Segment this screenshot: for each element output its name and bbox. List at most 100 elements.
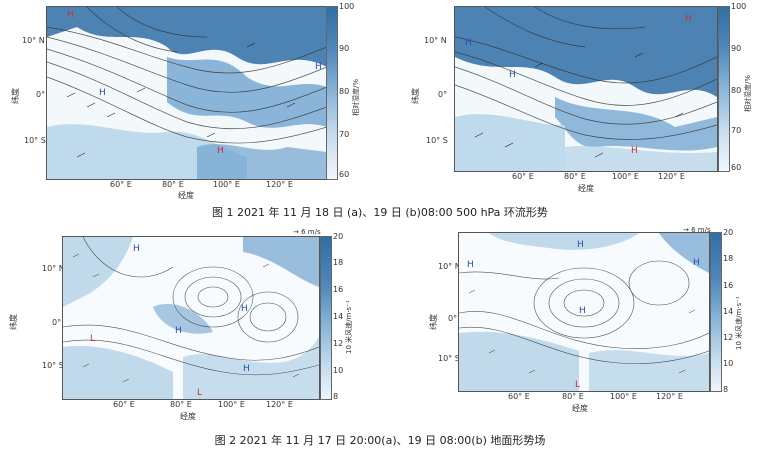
fig2a-x-axis-label: 经度 bbox=[180, 412, 196, 421]
fig1a-x-axis-label: 经度 bbox=[178, 191, 194, 200]
fig1a-colorbar-tick: 70 bbox=[339, 130, 350, 139]
fig2a-y-axis-label: 纬度 bbox=[9, 314, 18, 330]
high-pressure-marker: H bbox=[685, 14, 692, 24]
fig1a-y-axis-label: 纬度 bbox=[11, 88, 20, 104]
fig2b-colorbar bbox=[710, 232, 722, 392]
fig2a-xtick: 120° E bbox=[266, 400, 293, 409]
fig1a-xtick: 120° E bbox=[266, 180, 293, 189]
fig2b-ytick: 0° bbox=[448, 314, 458, 323]
fig1b-xtick: 120° E bbox=[658, 172, 685, 181]
fig1b-colorbar-label: 相对湿度/% bbox=[744, 74, 752, 112]
fig1b-colorbar-tick: 100 bbox=[731, 2, 747, 11]
fig2b-map-graphic: H H H H L bbox=[459, 233, 709, 391]
fig2a-xtick: 100° E bbox=[218, 400, 245, 409]
fig2b-colorbar-tick: 14 bbox=[723, 307, 734, 316]
fig1b-colorbar-tick: 70 bbox=[731, 126, 742, 135]
fig1a-map-graphic: H H H H bbox=[47, 7, 327, 179]
high-pressure-marker: H bbox=[509, 70, 516, 80]
fig1b-colorbar-tick: 60 bbox=[731, 163, 742, 172]
fig2a-map: H H H H L L bbox=[62, 236, 320, 400]
high-pressure-marker: H bbox=[465, 38, 472, 48]
fig2b-ytick: 10° S bbox=[438, 354, 460, 363]
fig2a-colorbar-tick: 18 bbox=[333, 258, 344, 267]
fig2a-colorbar-tick: 8 bbox=[333, 392, 339, 401]
figure1-caption: 图 1 2021 年 11 月 18 日 (a)、19 日 (b)08:00 5… bbox=[212, 206, 548, 219]
fig2b-map: H H H H L bbox=[458, 232, 710, 392]
high-pressure-marker: H bbox=[99, 88, 106, 98]
fig1a-xtick: 80° E bbox=[162, 180, 184, 189]
fig2a-colorbar-tick: 14 bbox=[333, 312, 344, 321]
fig1a-colorbar bbox=[326, 6, 338, 180]
fig1b-map-graphic: H H H H bbox=[455, 7, 717, 171]
fig2-panel-b: → 6 m/s 纬度 10° N 0° 10° S bbox=[400, 226, 760, 426]
fig1b-ytick: 10° N bbox=[424, 36, 447, 45]
fig2b-colorbar-tick: 16 bbox=[723, 281, 734, 290]
high-pressure-marker: H bbox=[467, 260, 474, 270]
fig1b-xtick: 60° E bbox=[512, 172, 534, 181]
fig1b-xtick: 100° E bbox=[612, 172, 639, 181]
fig2b-y-axis-label: 纬度 bbox=[429, 314, 438, 330]
fig2b-ytick: 10° N bbox=[438, 262, 461, 271]
fig2a-wind-reference: → 6 m/s bbox=[293, 228, 321, 236]
fig1a-ytick: 10° S bbox=[24, 136, 46, 145]
fig2a-colorbar-tick: 10 bbox=[333, 366, 344, 375]
high-pressure-marker: H bbox=[175, 326, 182, 336]
fig2b-colorbar-tick: 12 bbox=[723, 333, 734, 342]
fig2b-xtick: 120° E bbox=[656, 392, 683, 401]
fig1a-xtick: 60° E bbox=[110, 180, 132, 189]
fig1a-xtick: 100° E bbox=[213, 180, 240, 189]
fig1b-colorbar-tick: 80 bbox=[731, 86, 742, 95]
high-pressure-marker: H bbox=[243, 364, 250, 374]
fig2b-colorbar-label: 10 米风速/m·s⁻¹ bbox=[735, 296, 743, 350]
low-pressure-marker: L bbox=[90, 334, 95, 344]
fig1b-ytick: 10° S bbox=[426, 136, 448, 145]
fig1a-colorbar-tick: 80 bbox=[339, 87, 350, 96]
high-pressure-marker: H bbox=[241, 304, 248, 314]
fig2b-colorbar-tick: 8 bbox=[723, 385, 729, 394]
fig2a-ytick: 0° bbox=[52, 318, 62, 327]
low-pressure-marker: L bbox=[575, 380, 580, 390]
fig1b-y-axis-label: 纬度 bbox=[411, 88, 420, 104]
fig2b-xtick: 60° E bbox=[508, 392, 530, 401]
high-pressure-marker: H bbox=[217, 146, 224, 156]
fig2b-x-axis-label: 经度 bbox=[572, 404, 588, 413]
fig1b-xtick: 80° E bbox=[564, 172, 586, 181]
fig1a-colorbar-label: 相对湿度/% bbox=[352, 78, 360, 116]
high-pressure-marker: H bbox=[315, 62, 322, 72]
high-pressure-marker: H bbox=[631, 146, 638, 156]
figure2-caption: 图 2 2021 年 11 月 17 日 20:00(a)、19 日 08:00… bbox=[214, 434, 546, 447]
fig1a-ytick: 0° bbox=[36, 90, 46, 99]
fig1a-colorbar-tick: 100 bbox=[339, 2, 355, 11]
fig2b-colorbar-tick: 18 bbox=[723, 254, 734, 263]
fig1b-colorbar bbox=[718, 6, 730, 172]
low-pressure-marker: L bbox=[197, 388, 202, 398]
fig1a-ytick: 10° N bbox=[22, 36, 45, 45]
high-pressure-marker: H bbox=[693, 258, 700, 268]
fig1a-colorbar-tick: 90 bbox=[339, 44, 350, 53]
fig2a-colorbar-tick: 16 bbox=[333, 285, 344, 294]
fig1b-map: H H H H bbox=[454, 6, 718, 172]
high-pressure-marker: H bbox=[133, 244, 140, 254]
fig1a-colorbar-tick: 60 bbox=[339, 170, 350, 179]
high-pressure-marker: H bbox=[579, 306, 586, 316]
fig2b-wind-reference: → 6 m/s bbox=[683, 226, 711, 234]
fig2b-xtick: 100° E bbox=[610, 392, 637, 401]
fig2-panel-a: → 6 m/s 纬度 10° N 0° 10° S bbox=[0, 226, 380, 426]
fig2a-colorbar-tick: 12 bbox=[333, 339, 344, 348]
fig2a-xtick: 80° E bbox=[170, 400, 192, 409]
fig2a-colorbar-label: 10 米风速/m·s⁻¹ bbox=[345, 300, 353, 354]
fig1b-x-axis-label: 经度 bbox=[578, 184, 594, 193]
fig1a-map: H H H H bbox=[46, 6, 328, 180]
fig1-panel-b: 纬度 10° N 0° 10° S H H H bbox=[400, 0, 760, 200]
fig1b-colorbar-tick: 90 bbox=[731, 44, 742, 53]
fig1-panel-a: 纬度 10° N 0° 10° S bbox=[0, 0, 360, 200]
fig2a-colorbar bbox=[320, 236, 332, 400]
fig2a-ytick: 10° N bbox=[42, 264, 65, 273]
fig2a-xtick: 60° E bbox=[113, 400, 135, 409]
fig1b-ytick: 0° bbox=[438, 90, 448, 99]
high-pressure-marker: H bbox=[577, 240, 584, 250]
fig2b-xtick: 80° E bbox=[562, 392, 584, 401]
fig2a-colorbar-tick: 20 bbox=[333, 232, 344, 241]
high-pressure-marker: H bbox=[67, 10, 74, 20]
fig2b-colorbar-tick: 10 bbox=[723, 359, 734, 368]
